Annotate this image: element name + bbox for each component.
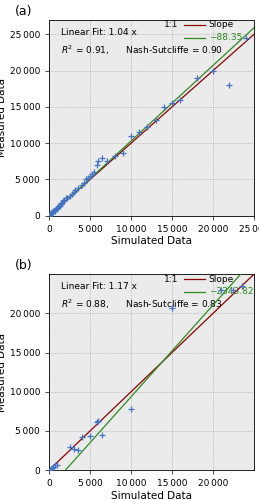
Point	[84, 176, 88, 184]
Point	[137, 128, 141, 136]
Point	[170, 100, 174, 108]
Point	[113, 152, 117, 160]
Point	[96, 158, 100, 166]
Point	[95, 418, 99, 426]
Point	[55, 460, 60, 468]
Point	[96, 418, 100, 426]
Text: (a): (a)	[15, 5, 32, 18]
Point	[87, 174, 91, 182]
Y-axis label: Measured Data: Measured Data	[0, 332, 7, 411]
Point	[51, 208, 55, 216]
Point	[51, 208, 55, 216]
Point	[100, 154, 104, 162]
Point	[68, 442, 72, 450]
Point	[65, 194, 69, 202]
Point	[55, 204, 60, 212]
Text: (b): (b)	[15, 260, 32, 272]
Text: −88.35: −88.35	[209, 33, 242, 42]
Point	[58, 202, 62, 209]
Point	[49, 464, 54, 472]
Text: $R^2$ = 0.91,      Nash-Sutcliffe = 0.90: $R^2$ = 0.91, Nash-Sutcliffe = 0.90	[61, 44, 223, 57]
Point	[88, 432, 92, 440]
Point	[88, 172, 92, 180]
Point	[231, 286, 235, 294]
Text: Slope: Slope	[209, 274, 234, 283]
Point	[56, 203, 60, 211]
Point	[57, 202, 61, 210]
Point	[95, 161, 99, 169]
Point	[48, 466, 52, 473]
Point	[170, 304, 174, 312]
Point	[154, 116, 158, 124]
Point	[54, 205, 58, 213]
Point	[59, 200, 63, 207]
Text: 1:1: 1:1	[164, 274, 178, 283]
Point	[48, 212, 52, 220]
Point	[145, 123, 149, 131]
Point	[49, 210, 53, 218]
Point	[100, 431, 104, 439]
Point	[61, 197, 65, 205]
Point	[49, 209, 54, 217]
Point	[80, 181, 84, 189]
Point	[68, 192, 72, 200]
Point	[63, 194, 68, 202]
Point	[53, 206, 57, 214]
Point	[60, 198, 64, 206]
Point	[129, 405, 133, 413]
Point	[121, 150, 125, 158]
X-axis label: Simulated Data: Simulated Data	[111, 491, 192, 500]
Point	[48, 210, 53, 218]
Point	[240, 282, 244, 290]
Point	[70, 190, 74, 198]
X-axis label: Simulated Data: Simulated Data	[111, 236, 192, 246]
Text: Linear Fit: 1.17 x: Linear Fit: 1.17 x	[61, 282, 138, 291]
Point	[80, 433, 84, 441]
Point	[49, 465, 53, 473]
Point	[48, 211, 52, 219]
Point	[195, 74, 199, 82]
Point	[227, 81, 231, 89]
Point	[76, 184, 80, 192]
Point	[178, 96, 182, 104]
Point	[211, 66, 215, 74]
Point	[243, 34, 248, 42]
Point	[129, 132, 133, 140]
Y-axis label: Measured Data: Measured Data	[0, 78, 7, 158]
Point	[51, 463, 55, 471]
Point	[90, 170, 94, 178]
Point	[73, 186, 77, 194]
Point	[72, 445, 76, 453]
Point	[219, 286, 223, 294]
Point	[72, 188, 76, 196]
Point	[54, 204, 59, 212]
Point	[92, 168, 96, 176]
Point	[82, 179, 86, 187]
Text: Linear Fit: 1.04 x: Linear Fit: 1.04 x	[61, 28, 137, 37]
Text: Slope: Slope	[209, 20, 234, 30]
Point	[62, 196, 66, 204]
Text: 1:1: 1:1	[164, 20, 178, 30]
Point	[76, 446, 80, 454]
Point	[104, 158, 109, 166]
Point	[52, 206, 56, 214]
Point	[59, 200, 63, 208]
Point	[162, 103, 166, 111]
Point	[53, 462, 57, 469]
Text: −2343.82: −2343.82	[209, 288, 253, 296]
Text: $R^2$ = 0.88,      Nash-Sutcliffe = 0.83: $R^2$ = 0.88, Nash-Sutcliffe = 0.83	[61, 298, 223, 311]
